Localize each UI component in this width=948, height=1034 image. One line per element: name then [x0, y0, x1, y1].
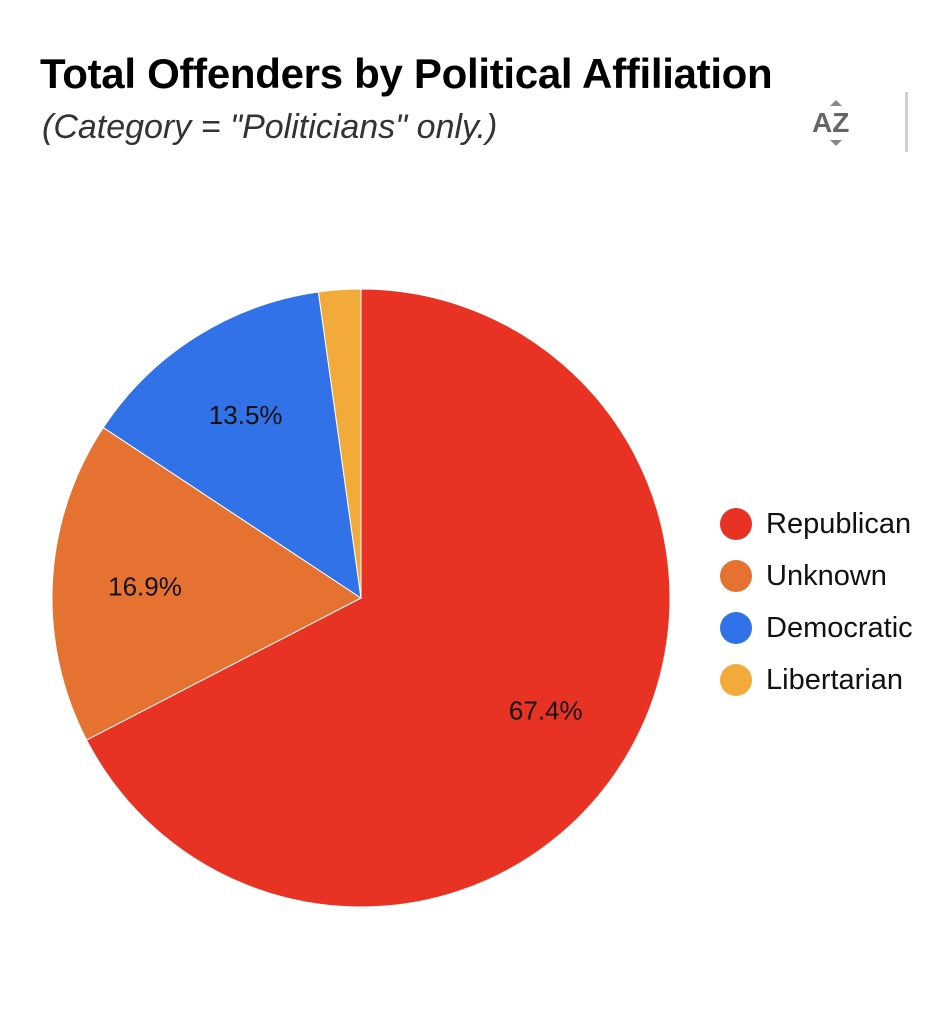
legend-label: Republican [766, 507, 912, 540]
legend-swatch [720, 612, 752, 644]
toolbar-divider [905, 92, 908, 152]
pie-slice-libertarian[interactable] [317, 288, 362, 599]
legend-label: Democratic [766, 611, 913, 644]
pie-slice-republican[interactable] [85, 288, 671, 908]
legend-swatch [720, 560, 752, 592]
pie-slice-unknown[interactable] [51, 426, 362, 741]
legend-swatch [720, 664, 752, 696]
sort-az-icon: AZ [812, 100, 849, 146]
sort-az-button[interactable]: AZ [806, 96, 868, 152]
chart-subtitle: (Category = "Politicians" only.) [42, 108, 498, 146]
legend-item-democratic[interactable]: Democratic [720, 602, 948, 654]
pie-slice-democratic[interactable] [102, 291, 362, 600]
sort-az-text: AZ [812, 107, 849, 138]
legend-item-unknown[interactable]: Unknown [720, 550, 948, 602]
legend-label: Libertarian [766, 663, 904, 696]
chart-title: Total Offenders by Political Affiliation [40, 50, 773, 97]
legend-item-republican[interactable]: Republican [720, 498, 948, 550]
chart-legend: Republican Unknown Democratic Libertarian [720, 498, 948, 706]
legend-swatch [720, 508, 752, 540]
legend-label: Unknown [766, 559, 887, 592]
slice-label-unknown: 16.9% [108, 571, 182, 601]
legend-item-libertarian[interactable]: Libertarian [720, 654, 948, 706]
slice-label-republican: 67.4% [509, 695, 583, 725]
slice-label-democratic: 13.5% [209, 400, 283, 430]
